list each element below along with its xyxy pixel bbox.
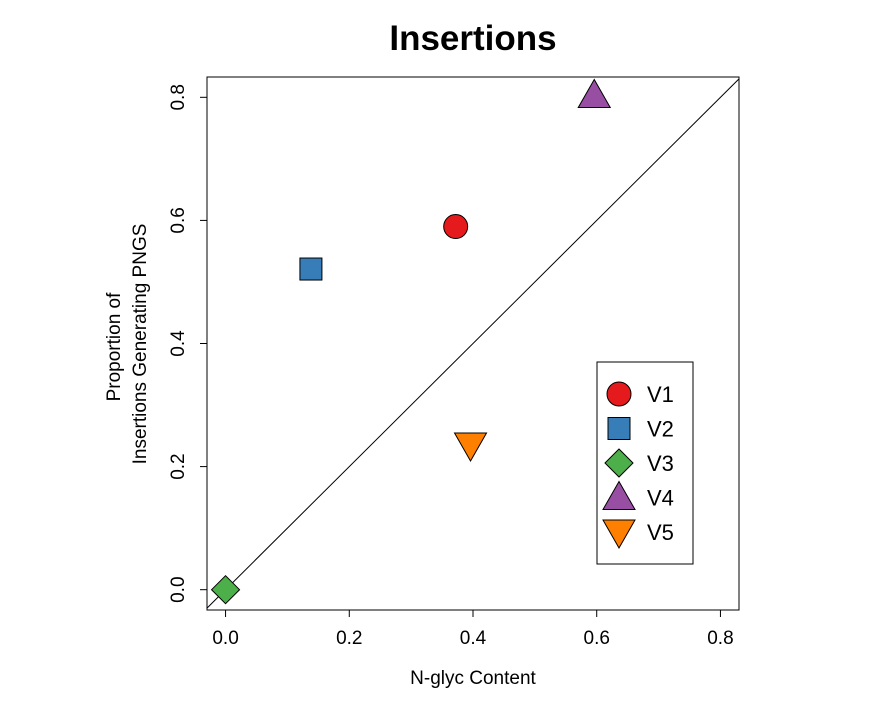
y-tick-label: 0.0 [168,576,189,602]
legend-marker-v1 [606,381,632,407]
data-point-v1 [443,214,469,240]
legend-items: V1 V2 V3 V4 V5 [602,381,674,550]
x-axis-label: N-glyc Content [410,668,536,689]
data-point-v4 [577,78,612,108]
chart-title: Insertions [389,19,556,58]
data-point-v5 [453,432,488,463]
legend-label-v1: V1 [647,382,674,407]
x-tick-label: 0.6 [584,628,610,649]
x-tick-label: 0.8 [707,628,733,649]
data-point-v3 [210,574,241,605]
y-tick-label: 0.2 [168,453,189,479]
data-point-v2 [299,257,323,281]
legend-marker-v3 [604,448,634,478]
legend: V1 V2 V3 V4 V5 [596,361,694,565]
x-tick-label: 0.4 [460,628,487,649]
legend-label-v2: V2 [647,417,674,442]
y-tick-label: 0.6 [168,207,189,233]
x-tick-label: 0.0 [212,628,238,649]
legend-label-v3: V3 [647,451,674,476]
y-axis-label-line-2: Insertions Generating PNGS [130,224,151,465]
y-tick-label: 0.4 [168,330,189,357]
legend-label-v5: V5 [647,520,674,545]
y-axis: 0.0 0.2 0.4 0.6 0.8 [168,84,208,603]
y-axis-label-line-1: Proportion of [104,292,125,402]
data-points [210,78,612,605]
y-axis-label: Proportion of Insertions Generating PNGS [104,224,151,465]
legend-marker-v5 [602,519,636,550]
x-axis: 0.0 0.2 0.4 0.6 0.8 [212,609,734,649]
reference-line [206,78,740,609]
legend-marker-v2 [607,417,631,440]
legend-marker-v4 [602,480,636,510]
x-tick-label: 0.2 [336,628,362,649]
legend-label-v4: V4 [647,486,674,511]
y-tick-label: 0.8 [168,84,189,110]
reference-line-group [206,78,740,609]
